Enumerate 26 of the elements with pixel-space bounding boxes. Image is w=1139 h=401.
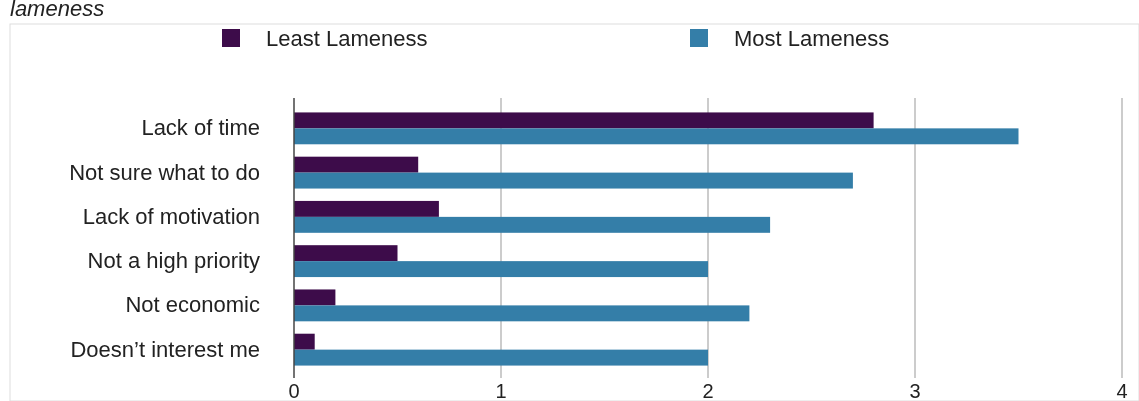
bar	[294, 349, 708, 366]
bar	[294, 333, 315, 350]
text: lameness	[10, 0, 105, 21]
bar	[294, 261, 708, 278]
y-tick-label: Lack of time	[141, 115, 260, 141]
bar	[294, 156, 419, 173]
bar	[294, 245, 398, 262]
bar	[294, 128, 1019, 145]
bar	[294, 172, 853, 189]
legend-label: Most Lameness	[734, 26, 890, 51]
y-tick-label: Lack of motivation	[82, 203, 260, 229]
y-tick-label: Not sure what to do	[69, 159, 260, 185]
bar	[294, 112, 874, 129]
legend-label: Least Lameness	[266, 26, 428, 51]
bar	[294, 200, 439, 217]
bar	[294, 216, 771, 233]
x-tick-label: 4	[1116, 380, 1128, 401]
y-tick-label: Not economic	[125, 292, 260, 318]
x-tick-label: 2	[702, 380, 714, 401]
bar	[294, 305, 750, 322]
x-tick-label: 0	[288, 380, 300, 401]
x-tick-label: 1	[495, 380, 507, 401]
y-tick-label: Doesn’t interest me	[70, 336, 260, 362]
y-tick-label: Not a high priority	[87, 248, 260, 274]
x-tick-label: 3	[909, 380, 921, 401]
bar	[294, 289, 336, 306]
